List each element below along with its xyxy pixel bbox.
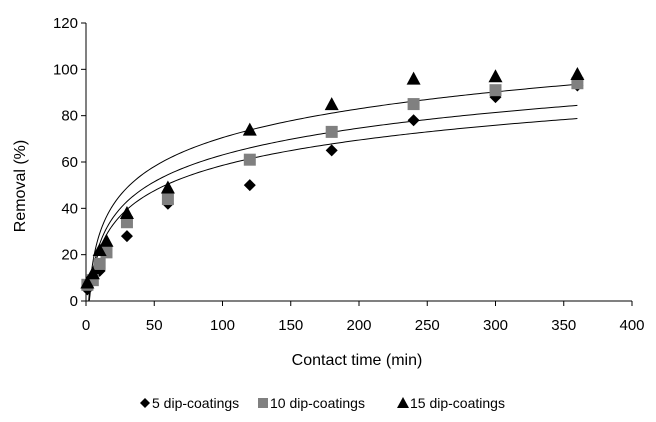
legend-marker-2 [258,398,268,408]
axes: 0 20 40 60 80 100 120 0 50 100 150 200 250 300 350 400 [53,15,645,334]
point-series3 [406,71,421,85]
y-tick-label: 0 [70,293,78,310]
y-axis-title: Removal (%) [12,140,29,232]
point-series2 [407,98,420,111]
x-tick-label: 250 [415,317,440,334]
y-tick-label: 80 [61,108,78,125]
point-series2 [93,257,106,270]
x-tick-label: 100 [210,317,235,334]
x-tick-label: 350 [551,317,576,334]
point-series3 [92,243,107,257]
point-series3 [324,97,339,111]
point-series3 [85,266,100,280]
point-series1 [243,179,256,192]
x-axis-title: Contact time (min) [292,352,423,369]
point-series2 [325,125,338,138]
point-series3 [80,275,95,289]
legend: 5 dip-coatings 10 dip-coatings 15 dip-coat… [140,395,505,411]
point-series3 [242,122,257,136]
point-series1 [120,230,133,243]
fit-lines [88,83,578,301]
x-tick-label: 400 [619,317,644,334]
fit-line-2 [88,104,578,298]
x-tick-label: 150 [278,317,303,334]
point-series2 [489,84,502,97]
fit-line-3 [88,83,578,301]
legend-marker-1 [140,398,150,408]
legend-label-1: 5 dip-coatings [152,395,239,411]
y-tick-label: 120 [53,15,78,32]
fit-line-1 [88,118,578,301]
y-tick-label: 60 [61,154,78,171]
x-tick-label: 200 [346,317,371,334]
x-tick-label: 50 [146,317,163,334]
y-tick-label: 40 [61,200,78,217]
legend-label-2: 10 dip-coatings [270,395,365,411]
y-tick-label: 20 [61,247,78,264]
point-series2 [243,153,256,166]
point-series1 [325,144,338,157]
point-series3 [160,180,175,194]
data-points [80,66,585,296]
point-series2 [571,77,584,90]
x-tick-label: 300 [483,317,508,334]
point-series3 [488,69,503,83]
point-series2 [120,216,133,229]
y-tick-label: 100 [53,61,78,78]
point-series2 [161,193,174,206]
x-tick-label: 0 [82,317,90,334]
legend-marker-3 [397,397,409,408]
point-series1 [407,114,420,127]
legend-label-3: 15 dip-coatings [410,395,505,411]
point-series3 [99,233,114,247]
point-series3 [570,66,585,80]
point-series3 [119,205,134,219]
